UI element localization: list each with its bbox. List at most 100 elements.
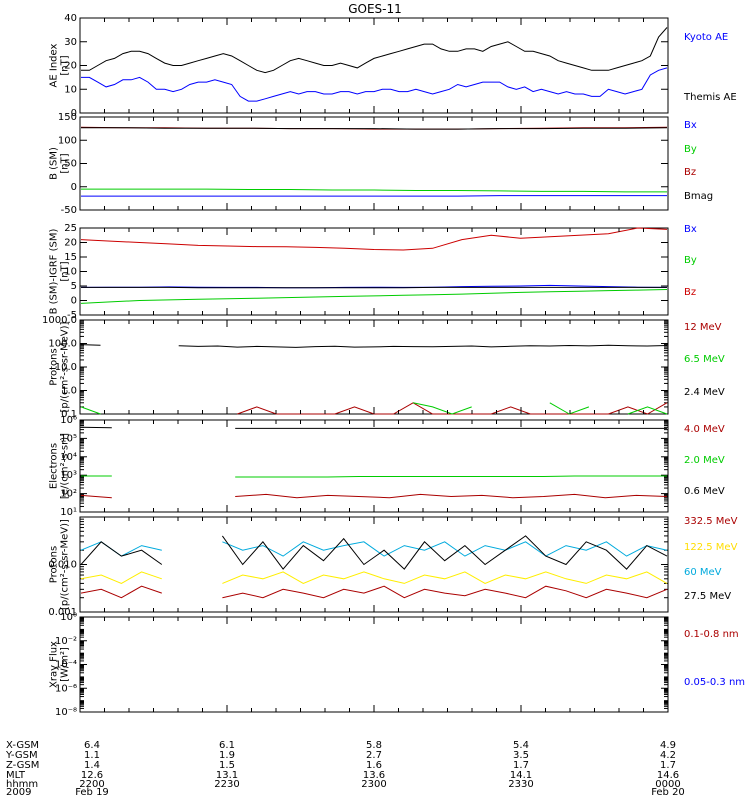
xaxis-cell: 1.9	[219, 750, 235, 761]
panel-2-ytick-label: 100	[58, 135, 77, 146]
xaxis-cell: 3.5	[513, 750, 529, 761]
xaxis-cell: 5.8	[366, 740, 382, 751]
panel-7-ytick-label: 10⁻²	[55, 636, 77, 647]
xaxis-cell: 5.4	[513, 740, 529, 751]
xaxis-row-label: X-GSM	[6, 740, 39, 751]
panel-1-frame	[79, 17, 669, 114]
panel-3-series-3	[80, 227, 668, 251]
panel-1-ytick-label: 10	[64, 84, 77, 95]
xaxis-cell: 2330	[508, 779, 533, 790]
panel-4-legend-3: 2.4 MeV	[684, 387, 725, 398]
xaxis-cell: 1.4	[84, 760, 100, 771]
panel-3-ytick-label: 15	[64, 252, 77, 263]
xaxis-cell: 14.1	[510, 770, 532, 781]
panel-3-ytick-label: 10	[64, 267, 77, 278]
panel-5-ytick-label: 10³	[60, 470, 77, 481]
panel-6-ytick-label: 0.010	[48, 560, 77, 571]
panel-2-ylabel: [nT]	[60, 153, 71, 173]
xaxis-cell: 2300	[361, 779, 386, 790]
panel-2-series-4	[81, 127, 668, 130]
panel-3-ytick-label: -5	[67, 310, 77, 321]
panel-7-ylabel: Xray Flux	[49, 641, 60, 688]
xaxis-cell: 4.2	[660, 750, 676, 761]
panel-2-legend-1: Bx	[684, 120, 697, 131]
panel-5-frame	[79, 419, 669, 513]
panel-2-series-2	[81, 188, 667, 193]
panel-4-series-2	[80, 402, 668, 415]
panel-6-ylabel: Protons	[49, 546, 60, 583]
xaxis-cell: 2230	[214, 779, 239, 790]
panel-7-legend-1: 0.1-0.8 nm	[684, 629, 739, 640]
panel-5-ytick-label: 10¹	[60, 507, 77, 518]
panel-4-series-3	[80, 344, 668, 348]
panel-5-ytick-label: 10²	[60, 489, 77, 500]
panel-5-ytick-label: 10⁵	[60, 433, 77, 444]
panel-6-legend-3: 60 MeV	[684, 567, 722, 578]
xaxis-cell: 13.1	[216, 770, 238, 781]
panel-7-frame	[79, 616, 669, 713]
panel-5-ylabel: [e/(cm²-s-sr)]	[60, 433, 71, 499]
xaxis-cell: 1.5	[219, 760, 235, 771]
panel-2-series-1	[81, 195, 667, 197]
panel-6-frame	[79, 516, 669, 613]
panel-4-legend-2: 6.5 MeV	[684, 354, 725, 365]
panel-1-ytick-label: 20	[64, 61, 77, 72]
panel-2-ylabel: B (SM)	[49, 147, 60, 180]
xaxis-cell: Feb 19	[75, 787, 109, 798]
panel-7-ytick-label: 10⁻⁶	[55, 683, 77, 694]
panel-6-series-2	[80, 571, 668, 584]
panel-6-ytick-label: 0.001	[48, 607, 77, 618]
panel-7-ylabel: [W/m²]	[60, 647, 71, 682]
panel-4-ytick-label: 0.1	[61, 409, 77, 420]
panel-6-series-3	[80, 541, 668, 557]
panel-5-legend-3: 0.6 MeV	[684, 486, 725, 497]
panel-1-legend-1: Kyoto AE	[684, 32, 728, 43]
panel-1-ytick-label: 30	[64, 37, 77, 48]
panel-6-series-1	[80, 585, 668, 599]
panel-3-ytick-label: 20	[64, 238, 77, 249]
xaxis-cell: 1.7	[660, 760, 676, 771]
panel-7-ytick-label: 10⁻⁴	[55, 660, 77, 671]
panel-4-ytick-label: 10.0	[55, 362, 77, 373]
panel-6-legend-4: 27.5 MeV	[684, 591, 731, 602]
panel-2-legend-4: Bmag	[684, 191, 713, 202]
panel-2-ytick-label: 150	[58, 112, 77, 123]
panel-5-series-3	[80, 426, 667, 429]
panel-6-ylabel: [p/(cm²-s-sr-MeV)]	[60, 519, 71, 610]
panel-3-series-2	[80, 289, 668, 304]
panel-5-ylabel: Electrons	[49, 443, 60, 489]
xaxis-cell: Feb 20	[651, 787, 685, 798]
panel-4-ylabel: [p/(cm²-s-sr-MeV)]	[60, 321, 71, 412]
panel-3-legend-3: Bz	[684, 287, 696, 298]
xaxis-cell: 1.6	[366, 760, 382, 771]
panel-4-ylabel: Protons	[49, 348, 60, 385]
panel-1-ytick-label: 0	[71, 108, 77, 119]
panel-6-legend-1: 332.5 MeV	[684, 516, 738, 527]
xaxis-cell: 1.1	[84, 750, 100, 761]
panel-1-legend-2: Themis AE	[683, 92, 737, 103]
xaxis-row-label: Z-GSM	[6, 760, 39, 771]
panel-5-legend-2: 2.0 MeV	[684, 455, 725, 466]
panel-7-ytick-label: 10⁰	[60, 612, 77, 623]
xaxis-cell: 13.6	[363, 770, 385, 781]
panel-1-series-1	[81, 67, 668, 102]
panel-2-ytick-label: 50	[64, 159, 77, 170]
panel-7-ytick-label: 10⁻⁸	[55, 707, 77, 718]
panel-5-ytick-label: 10⁴	[60, 452, 77, 463]
xaxis-cell: 2200	[79, 779, 104, 790]
panel-1-series-2	[81, 27, 668, 74]
panel-2-ytick-label: -50	[61, 205, 77, 216]
xaxis-row-label: hhmm	[6, 779, 38, 790]
xaxis-row-label: Y-GSM	[5, 750, 38, 761]
panel-3-ytick-label: 5	[71, 281, 77, 292]
xaxis-cell: 1.7	[513, 760, 529, 771]
panel-3-ylabel: [nT]	[60, 261, 71, 281]
xaxis-cell: 6.1	[219, 740, 235, 751]
panel-2-legend-3: Bz	[684, 167, 696, 178]
xaxis-cell: 2.7	[366, 750, 382, 761]
panel-3-frame	[79, 227, 669, 316]
xaxis-cell: 4.9	[660, 740, 676, 751]
panel-3-ytick-label: 0	[71, 296, 77, 307]
